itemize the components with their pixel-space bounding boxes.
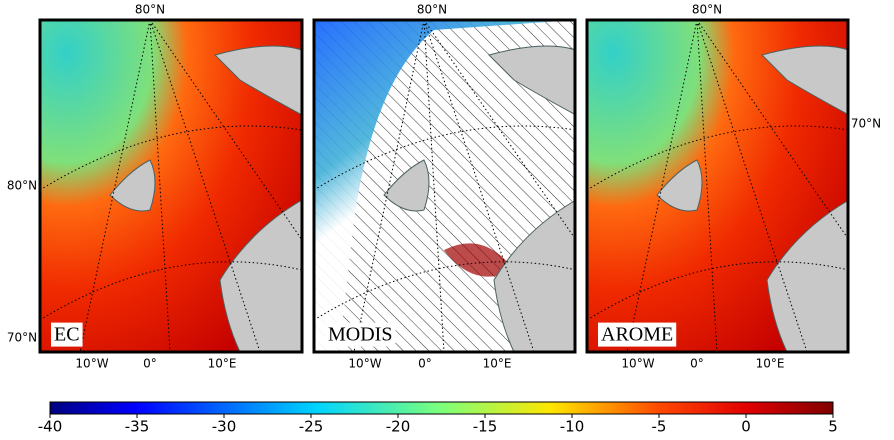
colorbar-tick-label: -15	[473, 418, 498, 436]
colorbar-tick-label: -10	[560, 418, 585, 436]
colorbar-tick-label: 5	[828, 418, 838, 436]
colorbar-tick-label: -20	[386, 418, 411, 436]
colorbar-tick-label: -35	[125, 418, 150, 436]
lon-label: 10°W	[348, 357, 381, 371]
lat-label: 70°N	[7, 331, 37, 345]
colorbar-tick-label: -40	[38, 418, 63, 436]
lon-label: 0°	[690, 357, 704, 371]
colorbar-tick-label: -25	[299, 418, 324, 436]
lon-label: 10°W	[75, 357, 108, 371]
lon-label: 10°W	[621, 357, 654, 371]
panel-label: AROME	[601, 324, 673, 346]
lat-label: 80°N	[417, 3, 447, 17]
lon-label: 10°E	[208, 357, 237, 371]
figure: 80°N 80°N 70°N 10°W 0° 10°E EC 80°N 10°W 0° 10°E MO…	[0, 0, 894, 436]
lat-label: 80°N	[7, 179, 37, 193]
lon-label: 0°	[418, 357, 432, 371]
lat-label: 70°N	[851, 117, 881, 131]
colorbar	[50, 402, 833, 414]
panel-label: MODIS	[328, 324, 392, 346]
lat-label: 80°N	[692, 3, 722, 17]
colorbar-tick-label: -30	[212, 418, 237, 436]
lat-label: 80°N	[135, 3, 165, 17]
panel-label: EC	[54, 324, 80, 346]
map-ec	[40, 20, 302, 352]
colorbar-tick-label: -5	[652, 418, 667, 436]
lon-label: 0°	[143, 357, 157, 371]
lon-label: 10°E	[756, 357, 785, 371]
lon-label: 10°E	[483, 357, 512, 371]
map-arome	[587, 20, 849, 352]
colorbar-tick-label: 0	[741, 418, 751, 436]
map-modis	[314, 20, 576, 352]
